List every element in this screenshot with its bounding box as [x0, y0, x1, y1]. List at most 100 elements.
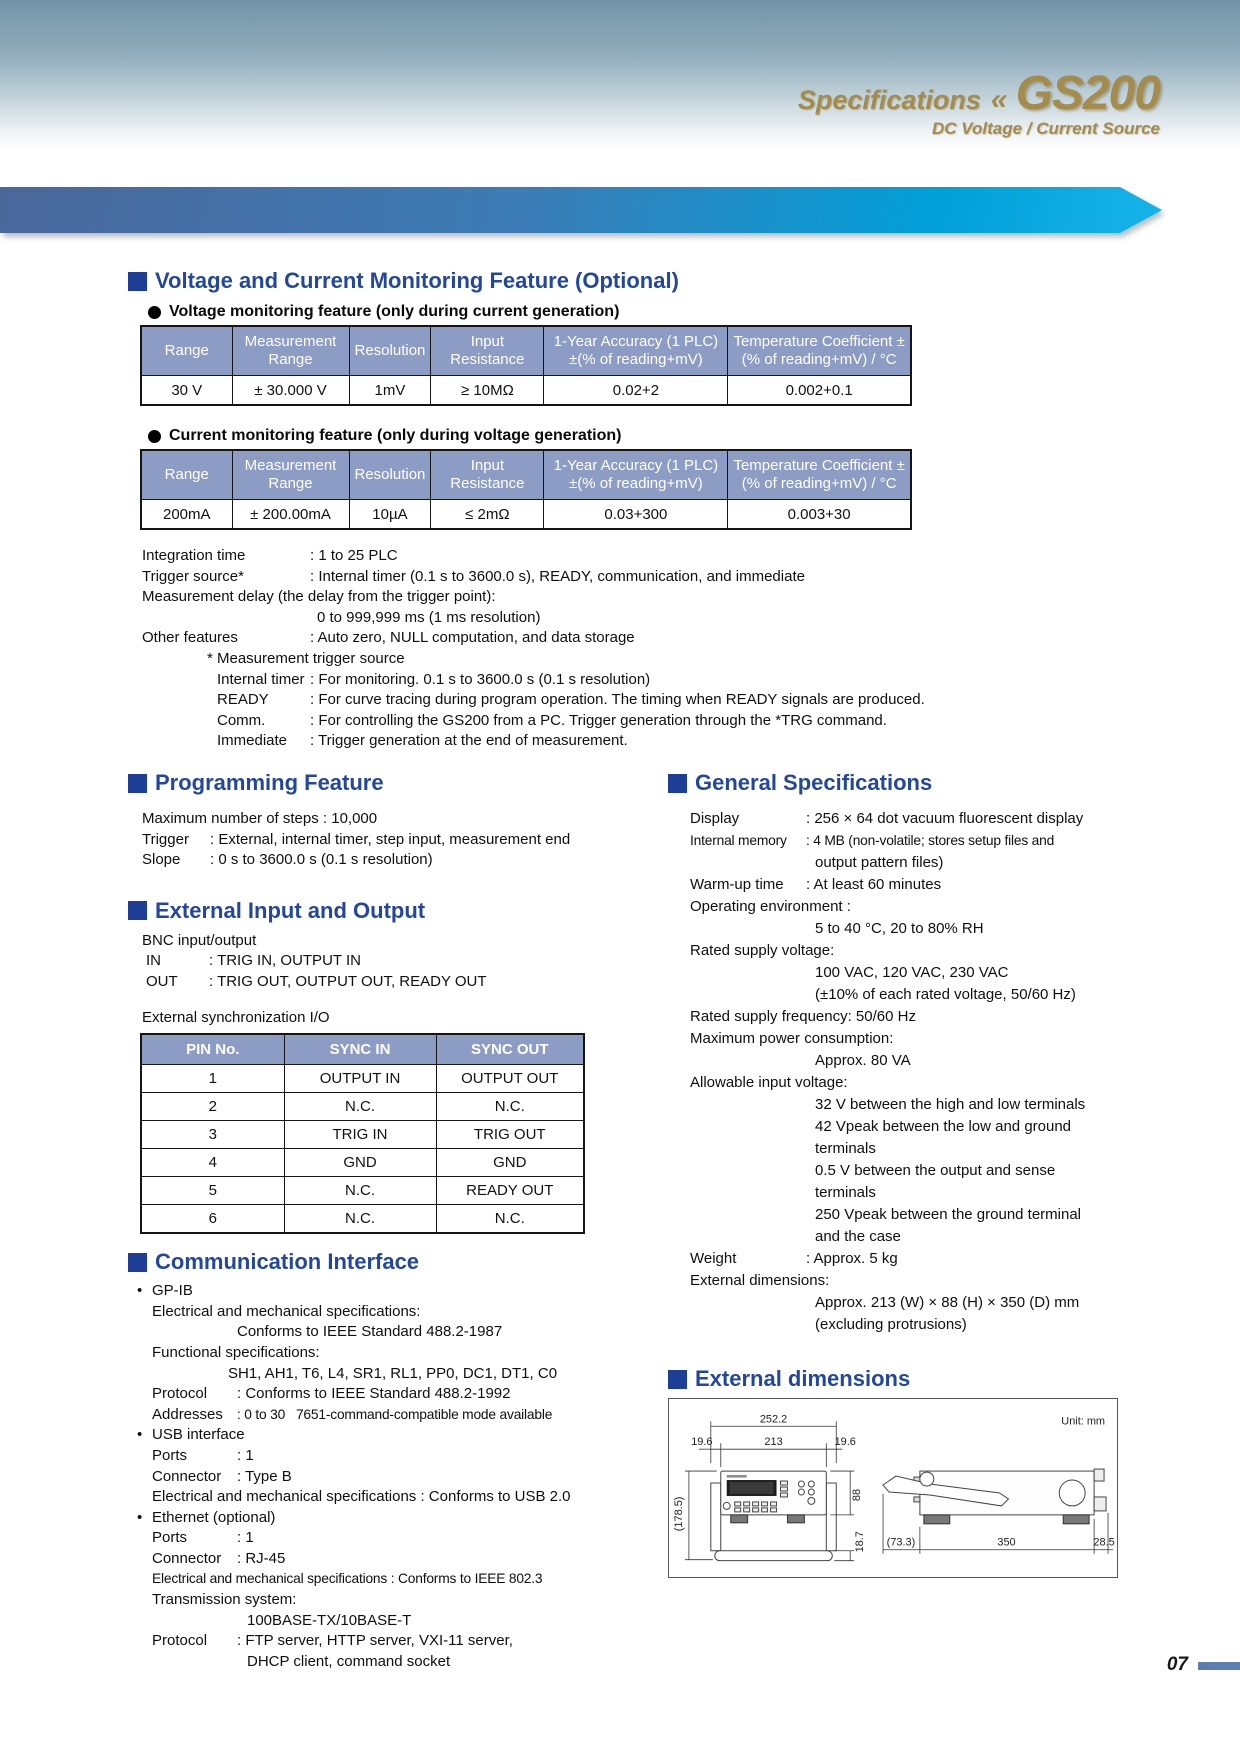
spec-line: Functional specifications:	[152, 1343, 320, 1361]
dim-body-height: 88	[851, 1489, 863, 1501]
section-title-programming: Programming Feature	[128, 770, 640, 796]
spec-line: Other features: Auto zero, NULL computat…	[142, 629, 635, 647]
spec-line: 0.5 V between the output and sense	[815, 1162, 1056, 1179]
col-temp-coefficient: Temperature Coefficient ±(% of reading+m…	[727, 449, 912, 500]
table-row: 6 N.C. N.C.	[140, 1204, 585, 1234]
spec-line: Maximum number of steps : 10,000	[142, 810, 378, 827]
right-column: General Specifications Display: 256 × 64…	[668, 770, 1146, 1578]
spec-line: Internal memory: 4 MB (non-volatile; sto…	[690, 833, 1055, 848]
spec-line: Measurement delay (the delay from the tr…	[142, 588, 496, 606]
col-range: Range	[140, 325, 233, 376]
section-title-external-io: External Input and Output	[128, 898, 640, 924]
spec-line: Display: 256 × 64 dot vacuum fluorescent…	[690, 810, 1084, 827]
banner-arrow	[0, 187, 1162, 233]
spec-line: Internal timer: For monitoring. 0.1 s to…	[217, 670, 651, 688]
col-range: Range	[140, 449, 233, 500]
spec-line: Immediate: Trigger generation at the end…	[217, 732, 628, 750]
table-row: 2 N.C. N.C.	[140, 1092, 585, 1122]
spec-line: DHCP client, command socket	[247, 1652, 451, 1670]
spec-line: Protocol: FTP server, HTTP server, VXI-1…	[152, 1632, 513, 1650]
specifications-label: Specifications	[797, 85, 981, 115]
table-row: 30 V ± 30.000 V 1mV ≥ 10MΩ 0.02+2 0.002+…	[140, 375, 912, 406]
spec-line: Approx. 213 (W) × 88 (H) × 350 (D) mm	[815, 1294, 1080, 1311]
spec-line: Ports: 1	[152, 1529, 254, 1547]
general-body: Display: 256 × 64 dot vacuum fluorescent…	[668, 808, 1146, 1336]
spec-line: BNC input/output	[142, 931, 257, 949]
spec-line: Rated supply voltage:	[690, 942, 835, 959]
spec-line: Protocol: Conforms to IEEE Standard 488.…	[152, 1385, 511, 1403]
spec-line: 100 VAC, 120 VAC, 230 VAC	[815, 964, 1009, 981]
spec-line: * Measurement trigger source	[207, 649, 405, 667]
product-subtitle: DC Voltage / Current Source	[932, 119, 1160, 138]
dimensions-drawing: Unit: mm	[668, 1398, 1118, 1578]
communication-body: • GP-IB Electrical and mechanical specifi…	[128, 1281, 640, 1672]
dimensions-svg: Unit: mm	[673, 1413, 1115, 1562]
bullet-icon: •	[137, 1508, 143, 1526]
section-title-text: Voltage and Current Monitoring Feature (…	[155, 268, 679, 293]
spec-line: • USB interface	[137, 1425, 640, 1446]
spec-line: External dimensions:	[690, 1272, 830, 1289]
spec-line: Conforms to IEEE Standard 488.2-1987	[237, 1323, 503, 1341]
col-accuracy: 1-Year Accuracy (1 PLC) ±(% of reading+m…	[543, 325, 729, 376]
col-input-resistance: Input Resistance	[430, 325, 545, 376]
spec-line: Connector: Type B	[152, 1467, 292, 1485]
spec-line: Trigger source*: Internal timer (0.1 s t…	[142, 567, 805, 585]
current-monitoring-table: Range Measurement Range Resolution Input…	[140, 449, 912, 530]
front-view-dimensions	[684, 1421, 855, 1562]
bullet-circle-icon	[148, 429, 161, 443]
dim-body-depth: 350	[997, 1537, 1015, 1549]
spec-line: External synchronization I/O	[142, 1008, 330, 1026]
brand-row: Specifications « GS200	[797, 70, 1161, 118]
spec-line: Operating environment :	[690, 898, 851, 915]
spec-line: Electrical and mechanical specifications…	[152, 1488, 571, 1506]
table-row: 1 OUTPUT IN OUTPUT OUT	[140, 1064, 585, 1094]
page-footer: 07	[0, 1652, 1240, 1682]
section-marker-icon	[128, 901, 147, 921]
dim-rear-margin: 28.5	[1093, 1537, 1114, 1549]
bullet-circle-icon	[148, 305, 161, 319]
table-row: 5 N.C. READY OUT	[140, 1176, 585, 1206]
dim-body-width: 213	[764, 1436, 782, 1448]
section-title-dimensions: External dimensions	[668, 1366, 1146, 1392]
spec-line: READY: For curve tracing during program …	[217, 691, 925, 709]
spec-line: Transmission system:	[152, 1591, 297, 1609]
spec-line: Trigger: External, internal timer, step …	[142, 830, 571, 848]
dim-right-margin: 19.6	[835, 1436, 856, 1448]
col-measurement-range: Measurement Range	[231, 325, 350, 376]
dim-handle-depth: (73.3)	[887, 1537, 916, 1549]
spec-line: Maximum power consumption:	[690, 1030, 894, 1047]
external-io-body: BNC input/output IN: TRIG IN, OUTPUT IN …	[128, 931, 640, 1028]
spec-line: Addresses: 0 to 30 7651-command-compatib…	[152, 1405, 553, 1423]
col-input-resistance: Input Resistance	[430, 449, 545, 500]
chevrons-icon: «	[990, 83, 1008, 116]
section-title-communication: Communication Interface	[128, 1249, 640, 1275]
spec-line: Slope: 0 s to 3600.0 s (0.1 s resolution…	[142, 851, 433, 869]
spec-line: Allowable input voltage:	[690, 1074, 848, 1091]
col-resolution: Resolution	[348, 449, 432, 500]
spec-line: and the case	[815, 1228, 901, 1245]
spec-line: terminals	[815, 1140, 876, 1157]
front-view-drawing	[710, 1470, 837, 1562]
subsection-voltage-monitoring: Voltage monitoring feature (only during …	[148, 303, 928, 321]
col-sync-out: SYNC OUT	[435, 1033, 585, 1066]
footer-bar	[1198, 1662, 1240, 1670]
spec-line: Comm.: For controlling the GS200 from a …	[217, 711, 887, 729]
spec-line: 42 Vpeak between the low and ground	[815, 1118, 1072, 1135]
col-resolution: Resolution	[348, 325, 432, 376]
spec-line: OUT: TRIG OUT, OUTPUT OUT, READY OUT	[146, 972, 487, 990]
table-header-row: Range Measurement Range Resolution Input…	[140, 449, 912, 500]
spec-line: 5 to 40 °C, 20 to 80% RH	[815, 920, 984, 937]
monitoring-details: Integration time: 1 to 25 PLC Trigger so…	[128, 546, 928, 752]
spec-line: 0 to 999,999 ms (1 ms resolution)	[317, 608, 541, 626]
section-marker-icon	[128, 1252, 147, 1272]
section-monitoring: Voltage and Current Monitoring Feature (…	[128, 268, 928, 752]
spec-line: output pattern files)	[815, 854, 944, 871]
spec-line: 100BASE-TX/10BASE-T	[247, 1611, 412, 1629]
spec-line: Warm-up time: At least 60 minutes	[690, 876, 942, 893]
table-row: 200mA ± 200.00mA 10µA ≤ 2mΩ 0.03+300 0.0…	[140, 499, 912, 530]
section-title-monitoring: Voltage and Current Monitoring Feature (…	[128, 268, 928, 294]
spec-line: Integration time: 1 to 25 PLC	[142, 547, 398, 564]
section-marker-icon	[668, 1369, 687, 1389]
bullet-icon: •	[137, 1426, 143, 1444]
